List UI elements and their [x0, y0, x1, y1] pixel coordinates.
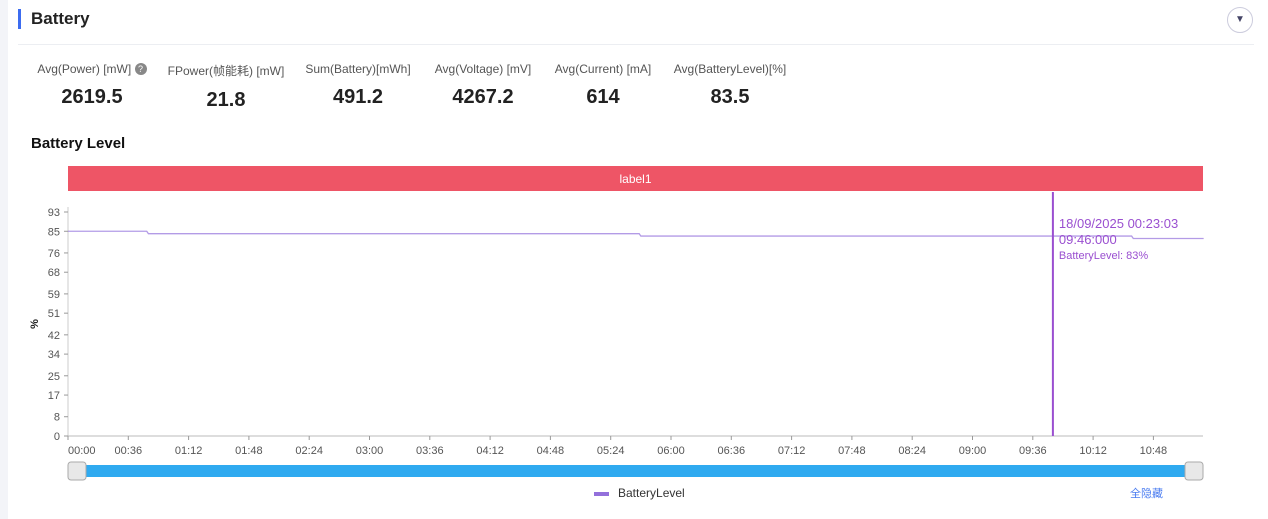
help-icon[interactable]: ?	[134, 63, 147, 75]
y-tick-label: 42	[48, 330, 60, 342]
y-tick-label: 85	[48, 226, 60, 238]
chart-title: Battery Level	[31, 135, 126, 152]
x-tick-label: 01:48	[235, 445, 263, 457]
slider-handle-left[interactable]	[67, 461, 87, 481]
section-title: Battery	[18, 9, 90, 29]
metric-label: Avg(Current) [mA]	[554, 62, 652, 76]
metric-avg-battery-level: Avg(BatteryLevel)[%] 83.5	[668, 62, 792, 109]
y-tick-label: 93	[48, 207, 60, 219]
metric-value: 83.5	[710, 86, 750, 108]
metric-avg-voltage: Avg(Voltage) [mV] 4267.2	[423, 62, 543, 109]
metric-label: FPower(帧能耗) [mW]	[167, 64, 285, 78]
x-tick-label: 10:12	[1079, 445, 1107, 457]
x-tick-label: 00:00	[68, 445, 96, 457]
metric-fpower: FPower(帧能耗) [mW] 21.8	[166, 62, 286, 112]
hide-all-link[interactable]: 全隐藏	[1130, 486, 1163, 500]
metric-label: Avg(BatteryLevel)[%]	[673, 62, 787, 76]
x-tick-label: 09:36	[1019, 445, 1047, 457]
x-tick-label: 06:36	[718, 445, 746, 457]
y-axis-label: %	[29, 319, 41, 329]
battery-card: Battery ▼ Avg(Power) [mW] ? 2619.5 FPowe…	[8, 0, 1268, 519]
y-tick-label: 17	[48, 390, 60, 402]
y-tick-label: 34	[48, 349, 60, 361]
divider	[18, 44, 1254, 45]
cursor-time: 09:46:000	[1059, 232, 1117, 247]
metric-sum-battery: Sum(Battery)[mWh] 491.2	[298, 62, 418, 109]
x-tick-label: 00:36	[115, 445, 143, 457]
cursor-timestamp: 18/09/2025 00:23:03	[1059, 216, 1178, 231]
x-tick-label: 08:24	[898, 445, 926, 457]
series-line-BatteryLevel	[68, 230, 1204, 240]
metric-value: 21.8	[206, 89, 246, 111]
x-tick-label: 01:12	[175, 445, 203, 457]
x-tick-label: 04:48	[537, 445, 565, 457]
metric-value: 614	[586, 86, 620, 108]
x-tick-label: 03:36	[416, 445, 444, 457]
zoom-slider-bar[interactable]	[76, 465, 1194, 477]
x-tick-label: 05:24	[597, 445, 625, 457]
cursor-value: BatteryLevel: 83%	[1059, 250, 1148, 262]
metric-value: 491.2	[332, 86, 384, 108]
y-tick-label: 8	[54, 412, 60, 424]
label-band[interactable]	[68, 166, 1203, 191]
metric-label: Avg(Voltage) [mV]	[434, 62, 532, 76]
x-tick-label: 03:00	[356, 445, 384, 457]
y-tick-label: 76	[48, 248, 60, 260]
y-tick-label: 51	[48, 308, 60, 320]
metric-label: Sum(Battery)[mWh]	[305, 62, 411, 76]
x-tick-label: 10:48	[1140, 445, 1168, 457]
legend-label[interactable]: BatteryLevel	[618, 486, 685, 500]
y-tick-label: 68	[48, 267, 60, 279]
y-tick-label: 25	[48, 371, 60, 383]
slider-handle-right[interactable]	[1184, 461, 1204, 481]
label-band-text: label1	[619, 172, 651, 186]
x-tick-label: 06:00	[657, 445, 685, 457]
chevron-down-icon[interactable]: ▼	[1227, 7, 1253, 33]
x-tick-label: 07:12	[778, 445, 806, 457]
metric-avg-current: Avg(Current) [mA] 614	[543, 62, 663, 109]
metric-label: Avg(Power) [mW]	[37, 62, 132, 76]
metric-value: 2619.5	[61, 86, 123, 108]
x-tick-label: 02:24	[295, 445, 323, 457]
x-tick-label: 07:48	[838, 445, 866, 457]
x-tick-label: 04:12	[476, 445, 504, 457]
metric-avg-power: Avg(Power) [mW] ? 2619.5	[32, 62, 152, 109]
legend-swatch[interactable]	[594, 492, 609, 496]
y-tick-label: 59	[48, 289, 60, 301]
x-tick-label: 09:00	[959, 445, 987, 457]
y-tick-label: 0	[54, 431, 60, 443]
metric-value: 4267.2	[452, 86, 514, 108]
